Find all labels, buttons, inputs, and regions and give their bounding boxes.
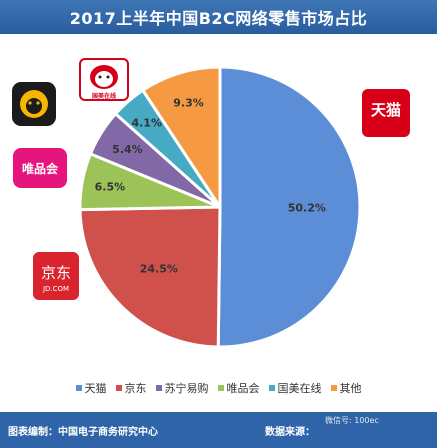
legend-swatch [330, 385, 337, 391]
legend-swatch [115, 385, 122, 391]
tmall-logo-text: 天猫 [370, 101, 401, 119]
legend-swatch [268, 385, 275, 391]
slice-data-label: 24.5% [140, 263, 178, 276]
legend-label: 天猫 [84, 382, 107, 395]
legend-item: 唯品会 [217, 380, 260, 396]
pie-slice [78, 205, 222, 349]
legend-label: 苏宁易购 [164, 382, 209, 395]
jd-logo-text: 京东 [40, 264, 71, 282]
jd-logo: 京东 JD.COM [33, 252, 79, 300]
chart-legend: 天猫 京东 苏宁易购 唯品会 国美在线 其他 [0, 377, 437, 399]
legend-label: 京东 [124, 382, 147, 395]
footer-bar: 图表编制：中国电子商务研究中心 数据来源： 微信号: 100ec [0, 412, 437, 448]
vip-logo-text: 唯品会 [21, 162, 58, 176]
pie-slice [140, 65, 222, 212]
chart-title: 2017上半年中国B2C网络零售市场占比 [0, 0, 437, 34]
legend-swatch [155, 385, 162, 391]
legend-label: 唯品会 [226, 382, 260, 395]
pie-slice [216, 65, 362, 349]
legend-label: 其他 [339, 382, 362, 395]
slice-data-label: 4.1% [131, 116, 162, 129]
footer-data-source: 数据来源： [265, 427, 315, 438]
footer-source-credit: 图表编制：中国电子商务研究中心 [8, 427, 158, 438]
lion-icon [20, 90, 48, 118]
jd-logo-subtext: JD.COM [42, 285, 70, 293]
slice-data-label: 6.5% [95, 180, 126, 193]
legend-item: 天猫 [75, 380, 107, 396]
legend-swatch [217, 385, 224, 391]
legend-item: 京东 [115, 380, 147, 396]
suning-logo [12, 82, 56, 126]
slice-data-label: 5.4% [112, 143, 143, 156]
gome-logo-text: 国美在线 [91, 93, 116, 100]
legend-item: 国美在线 [268, 380, 322, 396]
legend-item: 其他 [330, 380, 362, 396]
legend-label: 国美在线 [277, 382, 322, 395]
legend-item: 苏宁易购 [155, 380, 209, 396]
gome-logo: 国美在线 [79, 58, 129, 101]
slice-data-label: 9.3% [173, 96, 204, 109]
tmall-logo: 天猫 [362, 89, 410, 137]
legend-swatch [75, 385, 82, 391]
pie-chart: 50.2% 24.5% 6.5% 5.4% 4.1% 9.3% [78, 65, 362, 349]
footer-watermark: 微信号: 100ec [325, 416, 379, 425]
vip-logo: 唯品会 [13, 148, 67, 188]
slice-data-label: 50.2% [288, 202, 326, 215]
tiger-icon [90, 65, 118, 89]
